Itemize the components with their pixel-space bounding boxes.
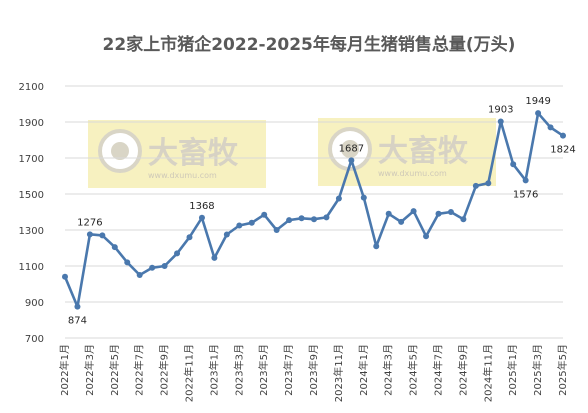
x-tick-label: 2025年5月	[556, 344, 569, 396]
data-point	[311, 216, 317, 223]
data-label: 1903	[488, 104, 513, 115]
data-point	[373, 243, 380, 250]
y-axis: 700 900 1100 1300 1500 1700 1900 2100	[19, 82, 44, 345]
x-tick-label: 2024年5月	[407, 344, 420, 396]
data-point	[497, 118, 504, 125]
watermark-brand: 大畜牧	[148, 136, 239, 171]
data-point	[298, 215, 305, 222]
y-tick-label: 1300	[19, 226, 44, 237]
x-tick-label: 2025年1月	[506, 344, 519, 396]
data-point	[261, 211, 268, 218]
watermark-brand: 大畜牧	[378, 134, 469, 169]
data-point	[211, 254, 218, 261]
grid-lines	[65, 85, 563, 339]
data-point	[360, 194, 367, 201]
chart-title: 22家上市猪企2022-2025年每月生猪销售总量(万头)	[103, 34, 516, 55]
data-point	[236, 222, 243, 229]
data-point	[398, 218, 405, 225]
data-point	[223, 231, 230, 238]
watermark-url: www.dxumu.com	[148, 171, 217, 180]
data-label: 1824	[550, 145, 575, 156]
data-label: 1368	[189, 201, 214, 212]
data-point	[248, 219, 255, 226]
data-point	[423, 233, 430, 240]
x-tick-label: 2022年9月	[158, 344, 171, 396]
data-point	[460, 216, 467, 223]
y-tick-label: 900	[25, 298, 44, 309]
x-tick-label: 2023年9月	[307, 344, 320, 396]
data-point	[335, 195, 342, 202]
data-point	[485, 180, 492, 187]
x-tick-label: 2022年11月	[183, 344, 196, 402]
data-point	[560, 132, 566, 139]
x-tick-label: 2025年3月	[531, 344, 544, 396]
x-tick-label: 2023年5月	[257, 344, 270, 396]
watermark-logo-icon	[111, 142, 129, 160]
x-tick-label: 2022年5月	[108, 344, 121, 396]
data-point	[99, 232, 106, 239]
data-point	[385, 210, 392, 217]
data-point	[136, 272, 143, 278]
y-tick-label: 700	[25, 334, 44, 345]
y-tick-label: 2100	[19, 82, 44, 93]
data-point	[522, 177, 529, 184]
data-point	[124, 259, 131, 266]
y-tick-label: 1700	[19, 154, 44, 165]
data-label: 1949	[525, 96, 550, 107]
data-point	[472, 182, 479, 189]
data-point	[86, 231, 93, 238]
x-tick-label: 2022年7月	[133, 344, 146, 396]
x-tick-label: 2023年7月	[282, 344, 295, 396]
watermark-logo-icon	[341, 140, 359, 158]
x-tick-label: 2022年1月	[58, 344, 71, 396]
y-tick-label: 1900	[19, 118, 44, 129]
x-tick-label: 2023年1月	[207, 344, 220, 396]
data-point	[186, 234, 193, 241]
data-point	[74, 303, 81, 310]
data-point	[198, 214, 205, 221]
data-label: 1276	[77, 217, 102, 228]
data-label: 874	[68, 316, 87, 327]
watermark-url: www.dxumu.com	[378, 169, 447, 178]
x-tick-label: 2022年3月	[83, 344, 96, 396]
data-point	[447, 209, 454, 215]
data-point	[149, 264, 156, 271]
x-tick-label: 2023年3月	[232, 344, 245, 396]
data-point	[348, 157, 355, 164]
series-line	[62, 110, 566, 310]
data-point	[62, 273, 68, 280]
data-label: 1576	[513, 189, 538, 200]
x-axis: 2022年1月 2022年3月 2022年5月 2022年7月 2022年9月 2022年…	[58, 344, 569, 402]
x-tick-label: 2023年11月	[332, 344, 345, 402]
data-point	[111, 244, 118, 251]
data-labels: 874 1276 1368 1687 1903 1576 1949 1824	[68, 96, 576, 327]
data-label: 1687	[339, 143, 364, 154]
data-point	[410, 208, 417, 215]
data-point	[273, 227, 280, 233]
x-tick-label: 2024年3月	[382, 344, 395, 396]
data-point	[510, 161, 517, 168]
x-tick-label: 2024年9月	[456, 344, 469, 396]
x-tick-label: 2024年7月	[432, 344, 445, 396]
x-tick-label: 2024年1月	[357, 344, 370, 396]
y-tick-label: 1500	[19, 190, 44, 201]
data-point	[286, 217, 293, 224]
data-point	[174, 250, 181, 257]
data-point	[161, 263, 168, 269]
data-point	[323, 214, 330, 221]
data-point	[535, 110, 542, 117]
data-point	[547, 124, 554, 131]
x-tick-label: 2024年11月	[481, 344, 494, 402]
y-tick-label: 1100	[19, 262, 44, 273]
data-point	[435, 210, 442, 217]
